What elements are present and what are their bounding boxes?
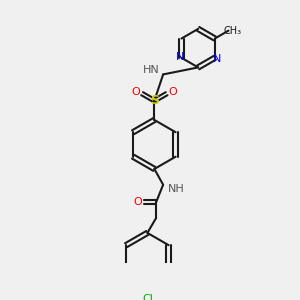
Text: N: N: [212, 54, 221, 64]
Text: O: O: [132, 87, 140, 97]
Text: NH: NH: [168, 184, 184, 194]
Text: O: O: [168, 87, 177, 97]
Text: N: N: [176, 52, 184, 62]
Text: CH₃: CH₃: [224, 26, 242, 36]
Text: S: S: [150, 94, 159, 107]
Text: Cl: Cl: [142, 294, 153, 300]
Text: HN: HN: [142, 65, 159, 75]
Text: O: O: [134, 197, 142, 207]
